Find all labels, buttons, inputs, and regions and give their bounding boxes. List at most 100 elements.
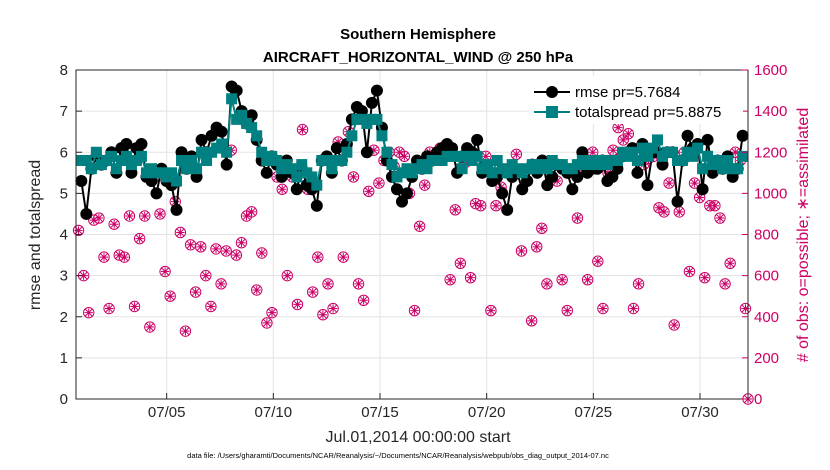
obs-possible-point — [235, 237, 248, 249]
obs-assimilated-point — [624, 129, 633, 138]
obs-possible-point — [281, 269, 293, 282]
obs-possible-point — [515, 245, 528, 257]
axis-ticks: 0 1 2 3 4 5 6 7 8 0 200 400 600 800 1000 1200 1400 1600 07… — [60, 62, 788, 421]
obs-possible-point — [327, 302, 339, 315]
rmse-point — [681, 129, 694, 142]
obs-assimilated-point — [690, 178, 699, 188]
obs-possible-point — [205, 300, 217, 313]
totalspread-point — [697, 163, 709, 175]
rmse-point — [220, 158, 233, 171]
obs-assimilated-point — [731, 148, 740, 157]
rmse-point — [135, 138, 148, 151]
obs-assimilated-point — [583, 275, 592, 284]
obs-possible-point — [581, 274, 594, 286]
totalspread-point — [336, 154, 348, 166]
obs-assimilated-point — [140, 211, 149, 221]
rmse-point — [365, 96, 378, 109]
rmse-point — [671, 195, 684, 208]
obs-assimilated-point — [364, 187, 373, 196]
obs-assimilated-point — [99, 252, 109, 262]
obs-assimilated-point — [486, 306, 496, 315]
rmse-point — [641, 179, 654, 192]
obs-assimilated-point — [741, 304, 750, 313]
totalspread-point — [737, 150, 749, 162]
obs-assimilated-point — [298, 125, 307, 134]
totalspread-point — [236, 109, 248, 121]
rmse-point — [75, 175, 88, 188]
obs-assimilated-point — [196, 242, 205, 252]
obs-assimilated-point — [211, 244, 221, 254]
totalspread-point — [646, 142, 658, 154]
obs-assimilated-point — [89, 215, 99, 225]
obs-possible-point — [663, 177, 675, 189]
obs-assimilated-point — [593, 257, 603, 266]
obs-assimilated-point — [675, 207, 684, 217]
totalspread-point — [346, 130, 358, 142]
obs-assimilated-point — [410, 306, 419, 315]
obs-assimilated-point — [374, 178, 384, 188]
totalspread-point — [421, 163, 433, 175]
totalspread-point — [471, 150, 483, 162]
obs-possible-point — [337, 251, 349, 263]
rmse-point — [501, 203, 514, 216]
obs-assimilated-point — [573, 213, 582, 223]
obs-possible-point — [139, 210, 151, 222]
obs-assimilated-point — [206, 302, 216, 311]
obs-assimilated-point — [532, 242, 541, 252]
obs-assimilated-point — [629, 304, 638, 313]
obs-assimilated-point — [221, 246, 231, 256]
obs-assimilated-point — [725, 259, 735, 268]
obs-possible-point — [317, 308, 329, 321]
obs-assimilated-point — [267, 308, 277, 317]
obs-assimilated-point — [145, 322, 155, 332]
obs-possible-point — [571, 212, 584, 224]
legend-totalspread-marker — [546, 106, 558, 118]
totalspread-point — [692, 142, 704, 154]
totalspread-point — [216, 138, 228, 150]
obs-assimilated-point — [257, 248, 267, 258]
rmse-point — [701, 133, 714, 146]
obs-assimilated-point — [669, 320, 679, 330]
obs-assimilated-point — [613, 123, 623, 132]
totalspread-point — [717, 163, 729, 175]
obs-possible-point — [622, 128, 635, 140]
obs-assimilated-point — [563, 306, 572, 315]
y-tick-label-left: 1 — [60, 350, 68, 367]
obs-possible-point — [154, 208, 166, 220]
totalspread-point — [306, 171, 318, 183]
totalspread-point — [611, 154, 623, 166]
x-tick-label: 07/25 — [575, 404, 613, 421]
obs-assimilated-point — [262, 318, 272, 328]
totalspread-point — [501, 167, 513, 179]
totalspread-point — [541, 163, 553, 175]
obs-assimilated-point — [542, 279, 552, 289]
rmse-point — [696, 183, 709, 196]
obs-assimilated-point — [181, 326, 190, 336]
x-tick-label: 07/10 — [255, 404, 293, 421]
obs-assimilated-point — [705, 201, 715, 210]
obs-possible-point — [128, 300, 141, 313]
obs-assimilated-point — [466, 273, 475, 282]
y-tick-label-left: 4 — [60, 227, 68, 244]
obs-possible-point — [159, 265, 171, 278]
totalspread-point — [296, 159, 308, 171]
rmse-point — [330, 142, 343, 155]
obs-assimilated-point — [74, 226, 83, 235]
totalspread-point — [456, 163, 468, 175]
obs-assimilated-point — [232, 250, 241, 260]
obs-possible-point — [352, 278, 365, 290]
totalspread-point — [80, 154, 92, 166]
obs-possible-point — [719, 278, 731, 290]
totalspread-point — [226, 93, 238, 105]
x-tick-label: 07/05 — [148, 404, 186, 421]
obs-assimilated-point — [247, 207, 256, 217]
obs-possible-point — [179, 325, 192, 337]
obs-assimilated-point — [471, 199, 480, 208]
obs-possible-point — [220, 245, 232, 257]
rmse-point — [215, 125, 228, 138]
obs-possible-point — [291, 298, 304, 311]
obs-assimilated-point — [415, 222, 424, 231]
totalspread-point — [677, 154, 689, 166]
obs-possible-point — [215, 278, 227, 290]
totalspread-point — [667, 146, 679, 158]
